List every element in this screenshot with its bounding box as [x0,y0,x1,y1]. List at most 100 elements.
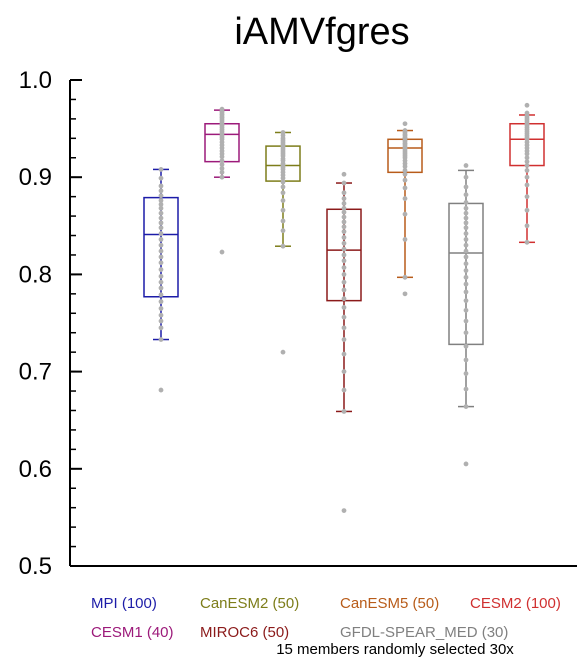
legend-item-6: CESM2 (100) [470,595,561,612]
data-point [463,237,469,242]
data-point [341,214,347,220]
data-point [341,369,347,374]
data-point [463,371,469,376]
data-point [524,167,530,173]
data-point [402,274,408,280]
data-point [402,291,408,297]
data-point [158,183,164,189]
data-point [463,318,469,324]
data-point [341,272,347,277]
data-point [341,351,347,357]
y-tick-label-1: 0.6 [19,456,52,483]
data-point [341,387,347,393]
data-point [463,268,469,273]
data-point [463,184,469,190]
data-point [402,196,408,201]
data-point [341,287,347,293]
data-point [463,192,469,198]
data-point [341,314,347,320]
data-point [463,215,469,221]
data-point [158,260,164,266]
data-point [341,508,347,513]
data-point [280,179,286,185]
data-point [158,205,164,211]
data-point [402,171,408,177]
data-point [341,252,347,258]
data-point [402,185,408,191]
data-point [341,240,347,246]
data-point [463,200,469,205]
data-point [219,106,225,112]
data-point [158,175,164,181]
data-point [341,246,347,252]
data-point [463,281,469,287]
data-point [158,188,164,194]
data-point [463,289,469,295]
data-point [158,231,164,236]
y-tick-label-5: 1.0 [19,67,52,94]
data-point [524,194,530,200]
data-point [341,180,347,186]
data-point [219,249,225,255]
data-point [158,248,164,254]
data-point [524,207,530,213]
chart-title: iAMVfgres [234,11,409,53]
legend-item-3: MIROC6 (50) [200,624,289,641]
data-point [341,224,347,230]
data-point [158,292,164,298]
data-point [524,110,530,116]
legend-item-4: CanESM5 (50) [340,595,439,612]
data-point [158,210,164,216]
data-point [341,337,347,342]
data-point [341,219,347,225]
data-point [463,242,469,248]
data-point [524,102,530,108]
data-point [158,215,164,221]
data-point [158,285,164,291]
data-point [341,205,347,211]
data-point [158,299,164,305]
chart-note: 15 members randomly selected 30x [276,641,514,658]
data-point [463,386,469,392]
data-point [341,325,347,331]
data-point [463,225,469,231]
data-point [158,312,164,318]
data-point [463,163,469,168]
data-point [280,190,286,196]
data-point [524,163,530,168]
data-point [463,307,469,313]
data-point [463,330,469,336]
legend-item-5: GFDL-SPEAR_MED (30) [340,624,508,641]
data-point [158,225,164,231]
data-point [524,155,530,161]
data-point [158,387,164,393]
data-point [158,279,164,285]
data-point [341,229,347,235]
legend-item-2: CanESM2 (50) [200,595,299,612]
data-point [341,235,347,240]
data-point [158,237,164,242]
data-point [158,273,164,279]
data-point [158,318,164,324]
data-point [463,343,469,349]
data-point [158,254,164,260]
data-point [219,174,225,180]
data-point [280,130,286,135]
data-point [524,182,530,188]
data-point [280,184,286,190]
data-point [463,404,469,409]
data-point [158,220,164,226]
data-point [524,174,530,180]
data-point [402,237,408,242]
data-point [280,198,286,203]
data-point [463,205,469,211]
data-point [402,211,408,217]
data-point [158,267,164,272]
data-point [463,254,469,260]
data-point [341,209,347,215]
data-point [463,461,469,467]
data-point [341,409,347,414]
data-point [463,261,469,267]
y-tick-label-0: 0.5 [19,553,52,580]
data-point [463,210,469,216]
